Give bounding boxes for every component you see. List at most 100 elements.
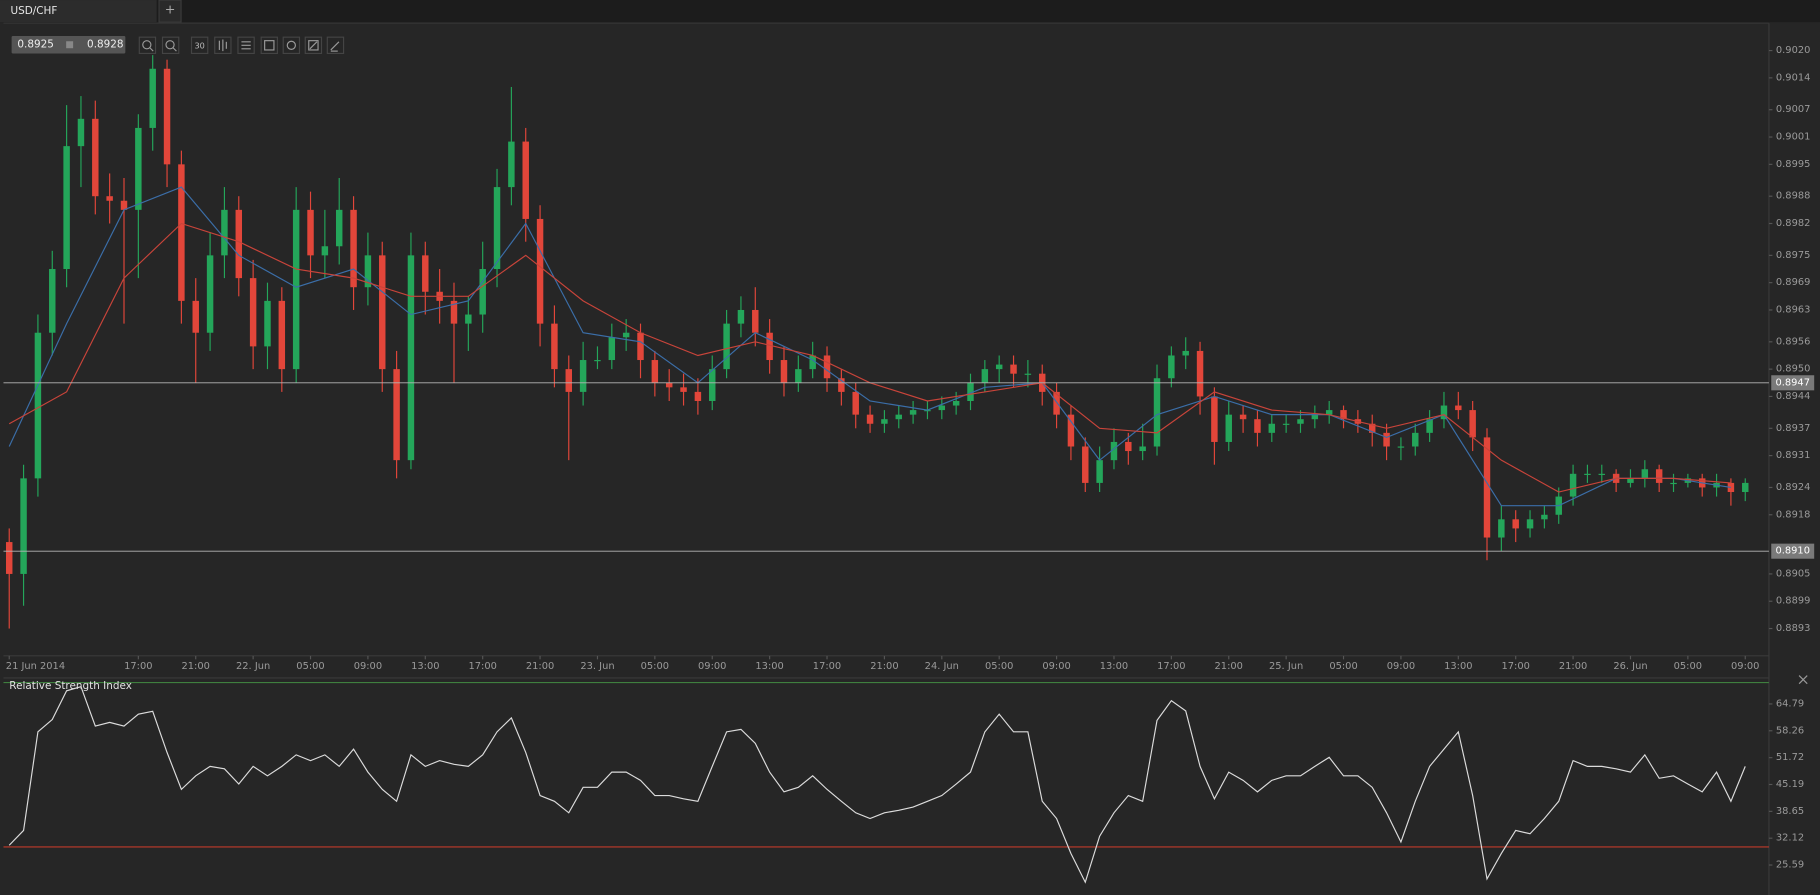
- y-tick-label: 0.8969: [1776, 277, 1811, 288]
- tab-strip: [0, 0, 1820, 23]
- y-tick-label: 58.26: [1776, 725, 1804, 736]
- chart-type[interactable]: [214, 36, 232, 55]
- candle-body: [809, 355, 816, 370]
- add-tab[interactable]: [158, 0, 182, 23]
- zoom-out[interactable]: [161, 36, 180, 55]
- candle-body: [192, 300, 199, 333]
- candle-body: [680, 387, 687, 392]
- x-tick-label: 13:00: [411, 661, 439, 672]
- candle-body: [20, 478, 27, 574]
- candle-body: [1670, 482, 1677, 485]
- x-tick-label: 05:00: [1674, 661, 1702, 672]
- candle-body: [350, 209, 357, 288]
- candle-body: [622, 332, 630, 338]
- y-tick-label: 0.8918: [1776, 509, 1811, 520]
- candle-body: [852, 391, 859, 415]
- candle-body: [149, 68, 156, 128]
- y-tick-label: 0.8905: [1776, 568, 1811, 579]
- candle-body: [1211, 396, 1218, 442]
- candle-body: [723, 323, 730, 370]
- timeframe[interactable]: [190, 36, 209, 55]
- candle-body: [49, 269, 56, 333]
- x-tick-label: 17:00: [1157, 661, 1185, 672]
- candle-body: [1469, 410, 1476, 438]
- candle-body: [1340, 410, 1347, 420]
- bid-price: 0.8925: [17, 39, 54, 51]
- candle-body: [135, 127, 142, 210]
- x-tick-label: 05:00: [641, 661, 669, 672]
- candle-body: [1483, 437, 1491, 538]
- x-tick-label: 09:00: [1042, 661, 1070, 672]
- candle-body: [493, 187, 501, 270]
- tool[interactable]: [282, 36, 301, 55]
- candle-body: [292, 209, 300, 370]
- draw-tool[interactable]: [326, 36, 345, 55]
- x-tick-label: 21:00: [1215, 661, 1243, 672]
- y-tick-label: 0.8899: [1776, 596, 1811, 607]
- y-tick-label: 0.9001: [1776, 132, 1811, 143]
- candle-body: [1139, 446, 1146, 452]
- candle-body: [1311, 414, 1319, 420]
- candle-body: [737, 309, 745, 324]
- candle-body: [379, 255, 386, 370]
- x-tick-label: 09:00: [1731, 661, 1759, 672]
- candle-body: [1397, 446, 1405, 448]
- x-tick-label: 09:00: [698, 661, 726, 672]
- candle-body: [120, 200, 128, 210]
- y-tick-label: 0.8982: [1776, 218, 1811, 229]
- price-tag: [1771, 375, 1815, 391]
- candle-body: [551, 323, 558, 370]
- candle-body: [1598, 473, 1606, 475]
- candle-body: [1282, 423, 1290, 425]
- candle-body: [407, 255, 415, 461]
- candle-body: [766, 332, 773, 361]
- tool[interactable]: [260, 36, 278, 55]
- candle-body: [465, 314, 472, 324]
- candle-body: [665, 382, 673, 388]
- tab-label[interactable]: USD/CHF: [10, 5, 57, 17]
- candle-body: [5, 542, 13, 574]
- candle-body: [479, 269, 486, 315]
- close-indicator[interactable]: [1798, 675, 1808, 685]
- x-tick-label: 26. Jun: [1613, 661, 1647, 672]
- candle-body: [866, 414, 874, 424]
- candle-body: [178, 164, 185, 301]
- x-tick-label: 09:00: [354, 661, 382, 672]
- candle-body: [752, 309, 759, 333]
- candle-body: [1153, 378, 1161, 447]
- y-tick-label: 0.8995: [1776, 159, 1811, 170]
- candle-body: [1526, 519, 1534, 529]
- tab[interactable]: [0, 0, 157, 23]
- candle-body: [264, 300, 271, 347]
- candle-body: [909, 410, 917, 415]
- candle-body: [1426, 419, 1433, 433]
- x-tick-label: 21:00: [1559, 661, 1587, 672]
- candle-body: [1010, 364, 1017, 374]
- y-tick-label: 51.72: [1776, 752, 1804, 763]
- x-tick-label: 13:00: [755, 661, 783, 672]
- zoom-in[interactable]: [138, 36, 157, 55]
- candle-body: [651, 360, 659, 383]
- indicators[interactable]: [237, 36, 255, 55]
- y-tick-label: 0.8924: [1776, 482, 1811, 493]
- candle-body: [795, 369, 802, 383]
- y-tick-label: 0.9020: [1776, 45, 1811, 56]
- y-tick-label: 0.8944: [1776, 391, 1811, 402]
- x-tick-label: 13:00: [1100, 661, 1128, 672]
- x-tick-label: 17:00: [468, 661, 496, 672]
- candle-body: [881, 419, 888, 424]
- candle-body: [77, 118, 85, 147]
- x-tick-label: 17:00: [1501, 661, 1529, 672]
- add-tab-label[interactable]: +: [165, 2, 176, 17]
- candle-body: [1053, 391, 1060, 415]
- candle-body: [967, 382, 974, 401]
- candle-body: [1727, 482, 1735, 493]
- candle-body: [608, 337, 616, 361]
- candle-body: [1024, 373, 1032, 375]
- timeframe-label[interactable]: 30: [194, 40, 204, 50]
- tool[interactable]: [304, 36, 323, 55]
- x-tick-label: 25. Jun: [1269, 661, 1303, 672]
- price-tag-label: 0.8947: [1775, 377, 1810, 388]
- candle-body: [522, 141, 529, 219]
